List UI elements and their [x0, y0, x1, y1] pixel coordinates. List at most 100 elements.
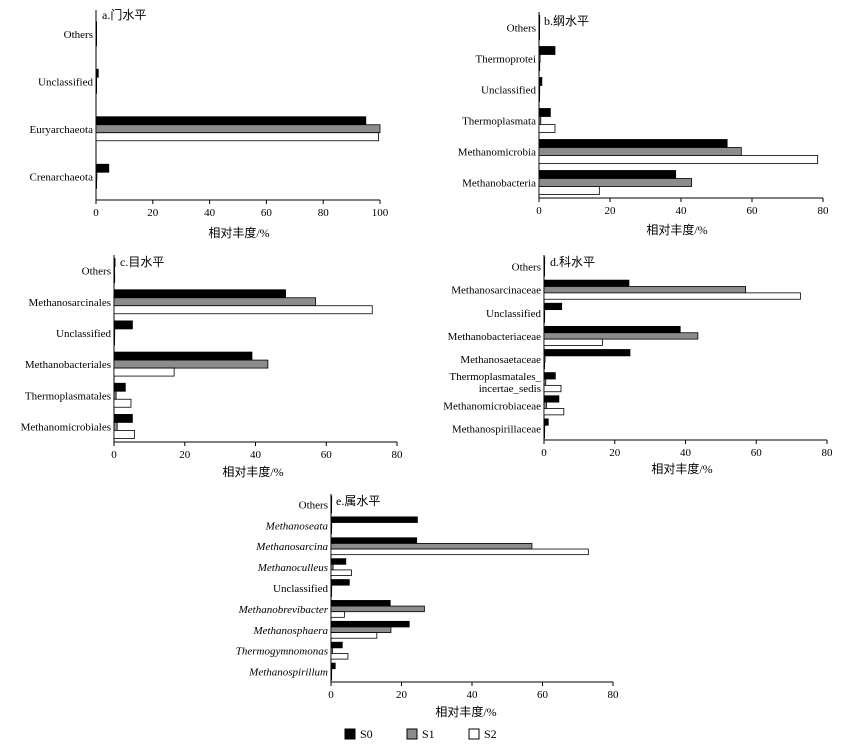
panel-b-bar-s0 — [538, 139, 728, 148]
panel-e-category-label: Others — [299, 499, 328, 511]
panel-a-category-label: Euryarchaeota — [29, 124, 93, 136]
panel-a-category-label: Crenarchaeota — [29, 171, 93, 183]
panel-a-tick-label: 60 — [261, 207, 273, 219]
panel-b-bar-s1 — [538, 116, 542, 125]
panel-a-tick-label: 40 — [204, 207, 216, 219]
panel-a-bar-s0 — [95, 68, 99, 78]
panel-d-family-chart: d.科水平 相对丰度/% 0 20 40 60 80 Others Methanosarci… — [443, 255, 833, 476]
panel-b-bar-s2 — [538, 155, 819, 164]
panel-c-order-chart: c.目水平 相对丰度/% 0 20 40 60 80 Others Methanosarci… — [21, 255, 403, 479]
panel-c-bar-s0 — [113, 414, 133, 423]
panel-d-bar-s2 — [543, 384, 562, 393]
panel-d-category-label: Methanobacteriaceae — [448, 331, 542, 343]
panel-d-category-label: Methanomicrobiaceae — [443, 400, 541, 412]
panel-d-bar-s2 — [543, 361, 546, 370]
panel-e-tick-label: 80 — [608, 689, 620, 701]
panel-e-category-label: Unclassified — [273, 583, 328, 595]
panel-e-bar-s2 — [330, 527, 333, 535]
panel-c-bar-s0 — [113, 351, 253, 361]
panel-e-bar-s1 — [330, 522, 333, 529]
panel-e-genus-chart: e.属水平 相对丰度/% 0 20 40 60 80 Others Methanoseata… — [236, 494, 619, 719]
panel-c-tick-label: 20 — [179, 449, 191, 461]
panel-d-category-label: Others — [512, 262, 541, 274]
panel-a-bar-s1 — [95, 29, 98, 39]
panel-d-bar-s2 — [543, 315, 546, 323]
panel-d-bar-s1 — [543, 401, 547, 409]
panel-b-bar-s1 — [538, 147, 742, 156]
panel-d-tick-label: 40 — [680, 447, 692, 459]
panel-d-bar-s1 — [543, 309, 546, 317]
panel-d-bar-s0 — [543, 372, 556, 380]
panel-d-bar-s2 — [543, 269, 546, 277]
panel-b-tick-label: 80 — [818, 205, 830, 217]
panel-d-bar-s0 — [543, 349, 631, 357]
panel-d-bar-s1 — [543, 332, 699, 340]
panel-c-bar-s1 — [113, 422, 118, 431]
panel-e-bar-s2 — [330, 632, 378, 639]
legend: S0 S1 S2 — [344, 727, 497, 741]
panel-e-bar-s0 — [330, 600, 391, 607]
panel-c-category-label: Thermoplasmatales — [25, 390, 111, 402]
panel-e-bar-s2 — [330, 506, 333, 514]
panel-e-category-label: Methanoseata — [265, 520, 329, 532]
panel-d-bar-s2 — [543, 292, 801, 300]
panel-c-category-label: Methanobacteriales — [25, 359, 111, 371]
panel-c-tick-label: 60 — [321, 449, 333, 461]
panel-a-tick-label: 80 — [318, 207, 330, 219]
panel-a-bar-s0 — [95, 163, 110, 173]
panel-a-bar-s2 — [95, 132, 379, 142]
panel-b-category-label: Thermoprotei — [476, 54, 536, 66]
panel-b-tick-label: 0 — [536, 205, 542, 217]
panel-b-category-label: Unclassified — [481, 85, 536, 97]
panel-d-bar-s2 — [543, 338, 603, 346]
panel-b-bar-s1 — [538, 178, 693, 187]
panel-b-tick-label: 60 — [747, 205, 759, 217]
panel-e-bar-s0 — [330, 558, 347, 565]
panel-d-category-label: Methanosaetaceae — [460, 354, 541, 366]
legend-label-s1: S1 — [422, 727, 435, 741]
panel-b-xlabel: 相对丰度/% — [646, 222, 707, 237]
panel-a-phylum-chart: a.门水平 相对丰度/% 0 20 40 60 80 100 Others Unclassif… — [29, 7, 388, 240]
panel-e-tick-label: 40 — [467, 689, 479, 701]
panel-b-bar-s2 — [538, 124, 556, 133]
panel-a-xlabel: 相对丰度/% — [208, 225, 269, 240]
panel-b-bar-s1 — [538, 54, 541, 63]
panel-b-category-label: Methanobacteria — [462, 178, 536, 190]
panel-b-bar-s0 — [538, 77, 543, 86]
panel-d-bar-s0 — [543, 325, 681, 334]
panel-c-bar-s1 — [113, 359, 269, 369]
panel-e-bar-s2 — [330, 611, 345, 618]
panel-d-bar-s2 — [543, 408, 565, 416]
panel-d-bar-s1 — [543, 424, 546, 433]
panel-d-xlabel: 相对丰度/% — [651, 461, 712, 476]
panel-a-bar-s2 — [95, 179, 98, 189]
panel-e-bar-s1 — [330, 605, 425, 613]
panel-c-category-label: Methanosarcinales — [29, 297, 111, 309]
panel-c-title: c.目水平 — [120, 255, 164, 269]
panel-d-bar-s0 — [543, 302, 563, 311]
panel-a-tick-label: 100 — [372, 207, 389, 219]
panel-b-bar-s1 — [538, 85, 541, 94]
panel-a-bar-s1 — [95, 76, 98, 86]
panel-a-tick-label: 20 — [147, 207, 159, 219]
legend-label-s2: S2 — [484, 727, 497, 741]
panel-b-bar-s0 — [538, 15, 541, 24]
panel-a-bar-s2 — [95, 37, 98, 47]
panel-e-bar-s1 — [330, 501, 333, 508]
panel-c-bar-s2 — [113, 398, 132, 408]
panel-a-bar-s0 — [95, 116, 367, 126]
panel-c-tick-label: 80 — [392, 449, 404, 461]
panel-e-bar-s0 — [330, 620, 410, 628]
panel-c-category-label: Others — [82, 266, 111, 278]
panel-c-bar-s0 — [113, 289, 286, 299]
panel-d-tick-label: 60 — [751, 447, 763, 459]
panel-e-bar-s0 — [330, 579, 350, 586]
legend-swatch-s0 — [344, 728, 356, 740]
panel-e-category-label: Methanospirillum — [248, 667, 328, 679]
panel-e-bar-s2 — [330, 590, 333, 597]
panel-b-category-label: Thermoplasmata — [462, 116, 536, 128]
panel-b-tick-label: 40 — [676, 205, 688, 217]
panel-e-bar-s0 — [330, 495, 333, 503]
panel-b-bar-s2 — [538, 62, 541, 71]
